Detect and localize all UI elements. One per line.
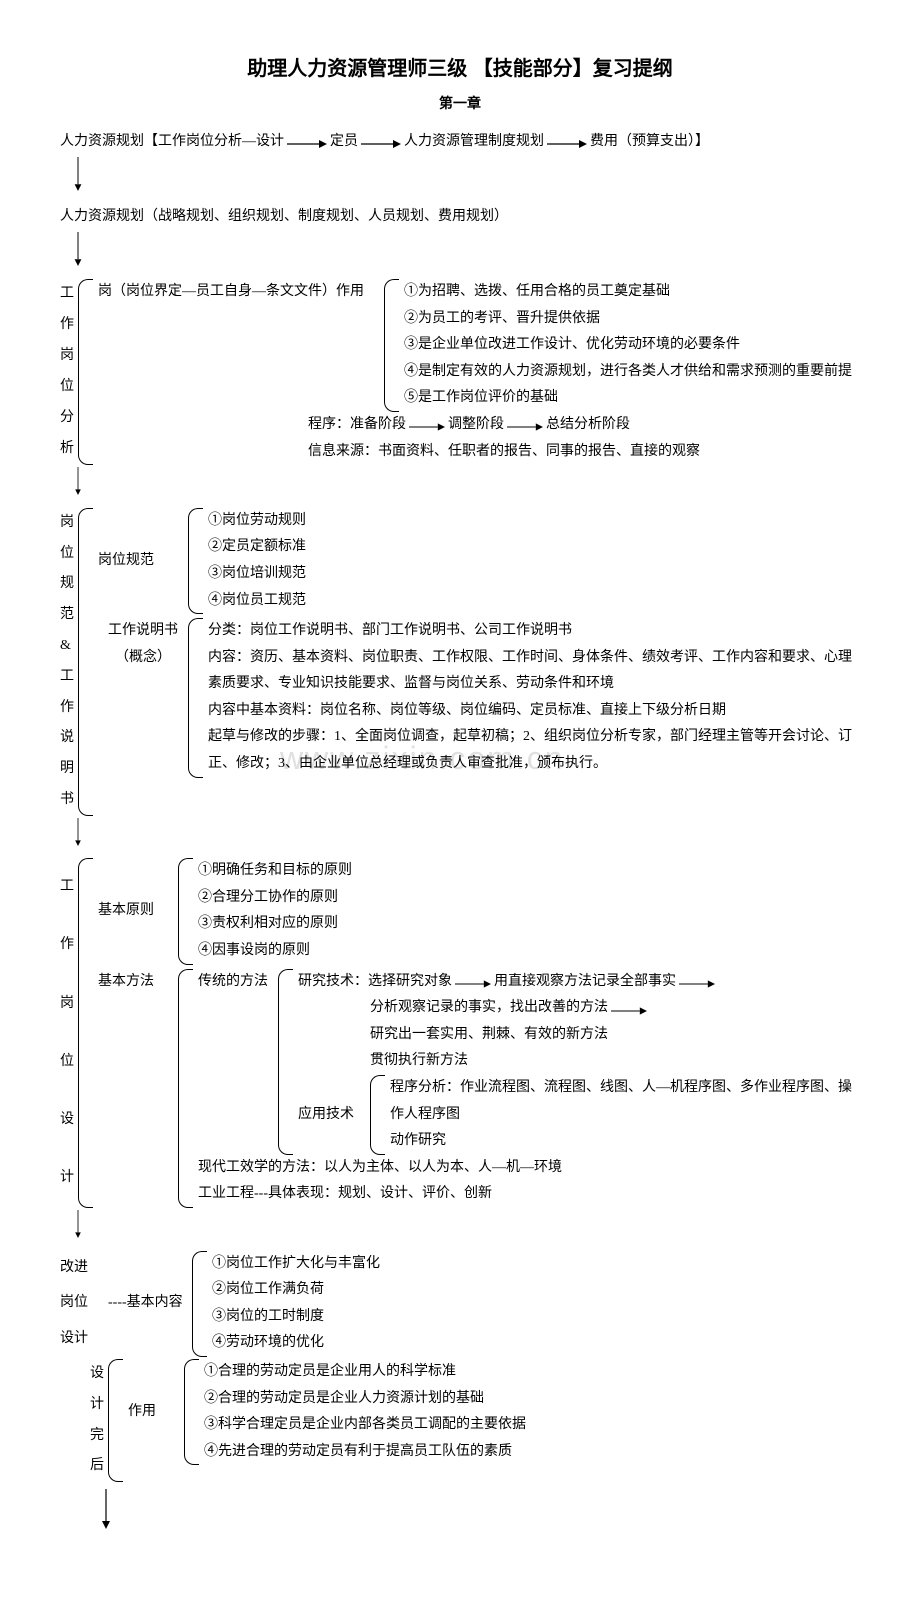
after-role-heading: 作用 bbox=[128, 1399, 184, 1426]
improve-heading: ----基本内容 bbox=[108, 1290, 192, 1317]
role-item: ④是制定有效的人力资源规划，进行各类人才供给和需求预测的重要前提 bbox=[404, 359, 860, 386]
page-title: 助理人力资源管理师三级 【技能部分】复习提纲 bbox=[60, 50, 860, 88]
arrow-icon bbox=[679, 978, 715, 990]
arrow-icon bbox=[507, 421, 543, 433]
vertical-label-gwsj: 工作岗位设计 bbox=[60, 858, 74, 1208]
flow-part: 费用（预算支出）】 bbox=[590, 129, 709, 156]
after-role-item: ①合理的劳动定员是企业用人的科学标准 bbox=[204, 1359, 860, 1386]
section-gwsj: 工作岗位设计 基本原则 ①明确任务和目标的原则 ②合理分工协作的原则 ③责权利相… bbox=[60, 858, 860, 1208]
down-arrow-icon bbox=[72, 818, 860, 857]
chapter-label: 第一章 bbox=[60, 92, 860, 119]
improve-item: ①岗位工作扩大化与丰富化 bbox=[212, 1251, 860, 1278]
research-s4: 贯彻执行新方法 bbox=[370, 1048, 860, 1075]
section-after: 设计完后 作用 ①合理的劳动定员是企业用人的科学标准 ②合理的劳动定员是企业人力… bbox=[90, 1359, 860, 1482]
sms-heading: 工作说明书 bbox=[98, 618, 188, 645]
after-role-item: ③科学合理定员是企业内部各类员工调配的主要依据 bbox=[204, 1412, 860, 1439]
role-heading: 作用 bbox=[336, 279, 384, 412]
flow-part: 人力资源管理制度规划 bbox=[404, 129, 544, 156]
gwgf-item: ①岗位劳动规则 bbox=[208, 508, 306, 535]
sms-basic: 内容中基本资料：岗位名称、岗位等级、岗位编码、定员标准、直接上下级分析日期 bbox=[208, 698, 860, 725]
gwgf-item: ②定员定额标准 bbox=[208, 534, 306, 561]
flow-part: 定员 bbox=[330, 129, 358, 156]
arrow-icon bbox=[361, 138, 401, 150]
process-flow: 程序：准备阶段 调整阶段 总结分析阶段 bbox=[308, 412, 630, 439]
principle-item: ④因事设岗的原则 bbox=[198, 938, 352, 965]
methods-heading: 基本方法 bbox=[98, 969, 178, 1208]
sms-content: 内容：资历、基本资料、岗位职责、工作权限、工作时间、身体条件、绩效考评、工作内容… bbox=[208, 645, 860, 698]
down-arrow-icon bbox=[72, 1210, 860, 1249]
ind-eng: 工业工程---具体表现：规划、设计、评价、创新 bbox=[198, 1181, 860, 1208]
sms-heading2: （概念） bbox=[98, 645, 188, 672]
info-source: 信息来源：书面资料、任职者的报告、同事的报告、直接的观察 bbox=[308, 439, 860, 466]
gwfx-sub: 岗（岗位界定—员工自身—条文文件） bbox=[98, 279, 336, 412]
arrow-icon bbox=[547, 138, 587, 150]
down-arrow-icon bbox=[72, 467, 860, 506]
gwgf-item: ④岗位员工规范 bbox=[208, 588, 306, 615]
vertical-label-gwfx: 工作岗位分析 bbox=[60, 279, 74, 465]
sms-draft: 起草与修改的步骤：1、全面岗位调查，起草初稿；2、组织岗位分析专家，部门经理主管… bbox=[208, 724, 860, 777]
role-item: ①为招聘、选拨、任用合格的员工奠定基础 bbox=[404, 279, 860, 306]
improve-item: ②岗位工作满负荷 bbox=[212, 1277, 860, 1304]
improve-item: ④劳动环境的优化 bbox=[212, 1330, 860, 1357]
flow-prefix: 人力资源规划【工作岗位分析—设计 bbox=[60, 129, 284, 156]
research-flow: 研究技术：选择研究对象 用直接观察方法记录全部事实 bbox=[298, 969, 718, 996]
sms-class: 分类：岗位工作说明书、部门工作说明书、公司工作说明书 bbox=[208, 618, 860, 645]
app-heading: 应用技术 bbox=[298, 1102, 370, 1129]
section-gwgf: www.zixin.com.cn 岗位规范&工作说明书 岗位规范 ①岗位劳动规则… bbox=[60, 508, 860, 816]
principle-item: ②合理分工协作的原则 bbox=[198, 885, 352, 912]
section-gwfx: 工作岗位分析 岗（岗位界定—员工自身—条文文件） 作用 ①为招聘、选拨、任用合格… bbox=[60, 279, 860, 465]
after-role-item: ④先进合理的劳动定员有利于提高员工队伍的素质 bbox=[204, 1439, 860, 1466]
app-item: 动作研究 bbox=[390, 1128, 860, 1155]
trad-heading: 传统的方法 bbox=[198, 969, 278, 1155]
down-arrow-icon bbox=[100, 1484, 860, 1545]
process-label: 程序：准备阶段 bbox=[308, 412, 406, 439]
modern-method: 现代工效学的方法：以人为主体、以人为本、人—机—环境 bbox=[198, 1155, 860, 1182]
gwgf-item: ③岗位培训规范 bbox=[208, 561, 306, 588]
top-flow: 人力资源规划【工作岗位分析—设计 定员 人力资源管理制度规划 费用（预算支出）】 bbox=[60, 129, 709, 156]
improve-item: ③岗位的工时制度 bbox=[212, 1304, 860, 1331]
arrow-icon bbox=[455, 978, 491, 990]
app-item: 程序分析：作业流程图、流程图、线图、人—机程序图、多作业程序图、操作人程序图 bbox=[390, 1075, 860, 1128]
process-step: 调整阶段 bbox=[448, 412, 504, 439]
principles-heading: 基本原则 bbox=[98, 898, 178, 925]
after-role-item: ②合理的劳动定员是企业人力资源计划的基础 bbox=[204, 1386, 860, 1413]
arrow-icon bbox=[409, 421, 445, 433]
down-arrow-icon bbox=[72, 232, 860, 277]
down-arrow-icon bbox=[72, 157, 860, 202]
vertical-label-gwgf: 岗位规范&工作说明书 bbox=[60, 508, 74, 816]
process-step: 总结分析阶段 bbox=[546, 412, 630, 439]
arrow-icon bbox=[611, 1005, 647, 1017]
section-improve: 改进岗位设计 ----基本内容 ①岗位工作扩大化与丰富化 ②岗位工作满负荷 ③岗… bbox=[60, 1251, 860, 1357]
role-item: ②为员工的考评、晋升提供依据 bbox=[404, 306, 860, 333]
principle-item: ①明确任务和目标的原则 bbox=[198, 858, 352, 885]
role-item: ③是企业单位改进工作设计、优化劳动环境的必要条件 bbox=[404, 332, 860, 359]
gwgf-heading: 岗位规范 bbox=[98, 548, 188, 575]
research-flow2: 分析观察记录的事实，找出改善的方法 研究出一套实用、荆棘、有效的新方法 bbox=[370, 995, 860, 1048]
vertical-label-improve: 改进岗位设计 bbox=[60, 1251, 104, 1357]
vertical-label-after: 设计完后 bbox=[90, 1359, 104, 1482]
planning-types: 人力资源规划（战略规划、组织规划、制度规划、人员规划、费用规划） bbox=[60, 204, 860, 231]
arrow-icon bbox=[287, 138, 327, 150]
role-item: ⑤是工作岗位评价的基础 bbox=[404, 385, 860, 412]
principle-item: ③责权利相对应的原则 bbox=[198, 911, 352, 938]
